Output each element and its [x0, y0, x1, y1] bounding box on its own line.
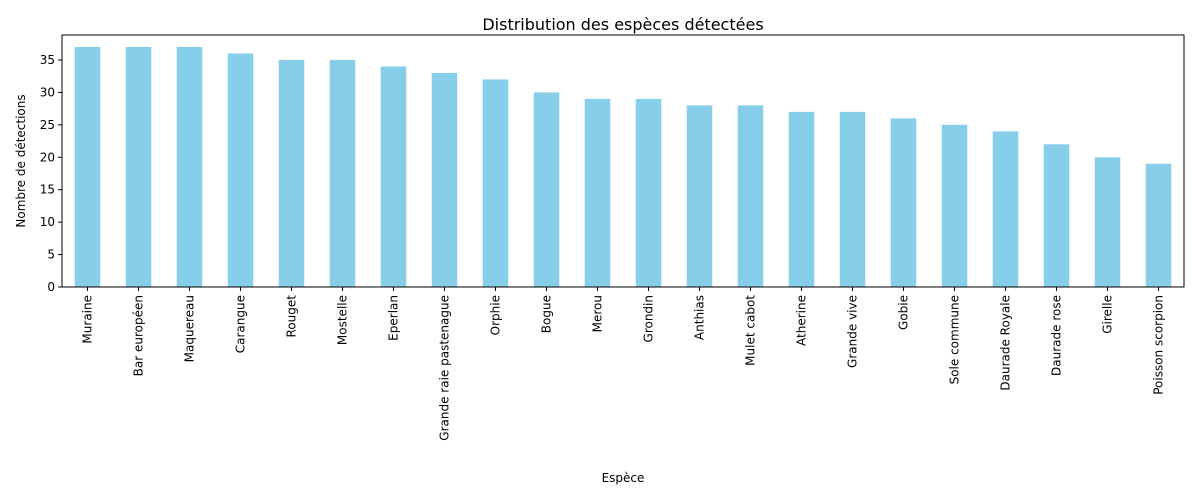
bar-11 [635, 98, 662, 287]
x-tick-label: Daurade rose [1050, 295, 1064, 376]
x-tick-label: Sole commune [948, 295, 962, 384]
bars-layer [74, 47, 1172, 288]
bar-14 [788, 111, 815, 287]
x-tick-label: Mulet cabot [744, 295, 758, 366]
bar-13 [737, 105, 764, 287]
y-tick-label: 10 [40, 215, 55, 229]
bar-19 [1043, 144, 1070, 287]
bar-17 [941, 124, 968, 288]
x-tick-label: Mostelle [336, 295, 350, 345]
x-tick-label: Carangue [234, 295, 248, 353]
x-tick-label: Atherine [795, 295, 809, 346]
x-tick-label: Bar européen [132, 295, 146, 376]
y-tick-label: 5 [47, 248, 55, 262]
x-axis: Muraine Bar européen Maquereau Carangue Roug… [81, 287, 1166, 441]
y-tick-label: 30 [40, 85, 55, 99]
bar-6 [380, 66, 407, 287]
x-tick-label: Grande vive [846, 295, 860, 368]
x-tick-label: Girelle [1101, 295, 1115, 334]
x-tick-label: Rouget [285, 295, 299, 338]
chart-title: Distribution des espèces détectées [482, 15, 763, 34]
y-tick-label: 20 [40, 150, 55, 164]
bar-1 [125, 47, 152, 287]
y-axis: 0 5 10 15 20 25 30 35 [40, 53, 62, 294]
y-tick-label: 25 [40, 118, 55, 132]
bar-5 [329, 59, 356, 287]
x-axis-title: Espèce [602, 471, 645, 485]
x-tick-label: Daurade Royale [999, 295, 1013, 391]
bar-12 [686, 105, 713, 287]
bar-20 [1094, 157, 1121, 287]
bar-4 [278, 59, 305, 287]
bar-18 [992, 131, 1019, 287]
x-tick-label: Muraine [81, 295, 95, 344]
plot-frame [61, 34, 1185, 288]
bar-0 [74, 47, 101, 287]
x-tick-label: Grande raie pastenague [438, 295, 452, 441]
bar-9 [533, 92, 560, 288]
bar-3 [227, 53, 254, 288]
x-tick-label: Gobie [897, 295, 911, 330]
y-tick-label: 15 [40, 183, 55, 197]
bar-21 [1145, 163, 1172, 287]
x-tick-label: Grondin [642, 295, 656, 342]
y-tick-label: 0 [47, 280, 55, 294]
bar-15 [839, 111, 866, 287]
x-tick-label: Merou [591, 295, 605, 332]
x-tick-label: Bogue [540, 295, 554, 333]
y-tick-label: 35 [40, 53, 55, 67]
bar-2 [176, 47, 203, 287]
bar-10 [584, 98, 611, 287]
bar-16 [890, 118, 917, 287]
bar-7 [431, 72, 458, 287]
x-tick-label: Poisson scorpion [1152, 295, 1166, 395]
x-tick-label: Orphie [489, 295, 503, 335]
x-tick-label: Maquereau [183, 295, 197, 362]
x-tick-label: Eperlan [387, 295, 401, 341]
bar-8 [482, 79, 509, 287]
x-tick-label: Anthias [693, 295, 707, 340]
y-axis-title: Nombre de détections [14, 94, 28, 227]
